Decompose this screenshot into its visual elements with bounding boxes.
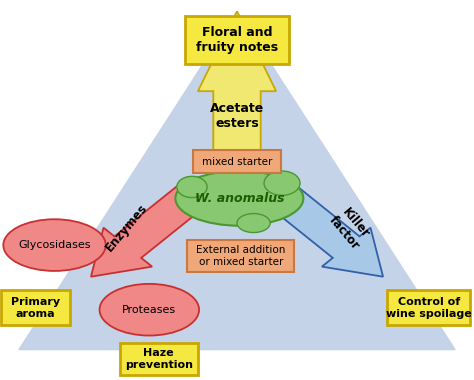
- Text: Acetate
esters: Acetate esters: [210, 102, 264, 130]
- Text: Enzymes: Enzymes: [103, 202, 151, 254]
- FancyBboxPatch shape: [387, 290, 470, 325]
- Ellipse shape: [3, 219, 106, 271]
- Ellipse shape: [100, 284, 199, 336]
- Text: Floral and
fruity notes: Floral and fruity notes: [196, 26, 278, 54]
- Text: W. anomalus: W. anomalus: [194, 192, 284, 205]
- Polygon shape: [263, 180, 383, 277]
- Polygon shape: [198, 11, 276, 190]
- FancyBboxPatch shape: [119, 343, 198, 375]
- Polygon shape: [19, 11, 455, 350]
- Ellipse shape: [175, 171, 303, 226]
- FancyBboxPatch shape: [193, 150, 281, 173]
- Text: mixed starter: mixed starter: [202, 157, 272, 166]
- FancyBboxPatch shape: [185, 16, 289, 63]
- Polygon shape: [91, 180, 211, 277]
- Text: External addition
or mixed starter: External addition or mixed starter: [196, 245, 285, 267]
- Ellipse shape: [237, 214, 270, 233]
- Text: Control of
wine spoilage: Control of wine spoilage: [386, 297, 472, 318]
- Text: Proteases: Proteases: [122, 305, 176, 315]
- Text: Killer
factor: Killer factor: [326, 204, 374, 252]
- FancyBboxPatch shape: [1, 290, 70, 325]
- Text: Glycosidases: Glycosidases: [18, 240, 91, 250]
- FancyBboxPatch shape: [188, 240, 294, 272]
- Ellipse shape: [177, 176, 207, 198]
- Text: Primary
aroma: Primary aroma: [11, 297, 60, 318]
- Text: Haze
prevention: Haze prevention: [125, 348, 193, 370]
- Ellipse shape: [264, 171, 300, 195]
